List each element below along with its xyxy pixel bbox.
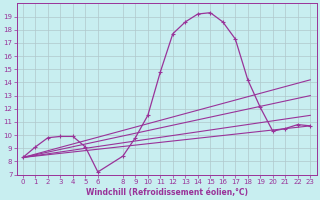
X-axis label: Windchill (Refroidissement éolien,°C): Windchill (Refroidissement éolien,°C) (85, 188, 248, 197)
